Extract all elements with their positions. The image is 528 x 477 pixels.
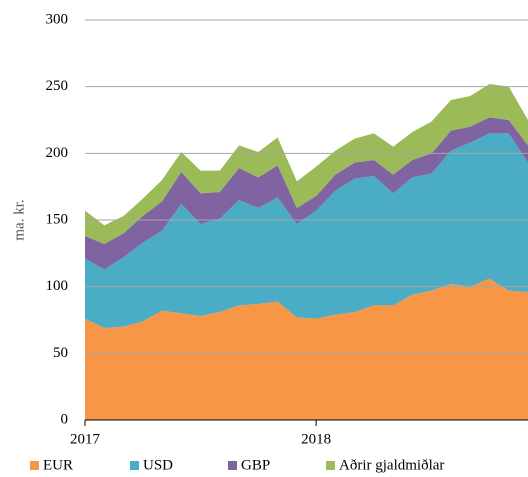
legend-swatch xyxy=(228,461,237,470)
area xyxy=(85,117,528,270)
y-tick-label: 300 xyxy=(46,11,69,27)
area xyxy=(85,133,528,328)
y-tick-label: 100 xyxy=(46,278,69,294)
legend-label: Aðrir gjaldmiðlar xyxy=(339,457,444,473)
legend-swatch xyxy=(326,461,335,470)
legend-label: EUR xyxy=(43,457,73,473)
x-tick-label: 2017 xyxy=(70,431,101,447)
y-tick-label: 50 xyxy=(53,345,68,361)
x-tick-label: 2018 xyxy=(301,431,331,447)
legend-swatch xyxy=(30,461,39,470)
y-tick-label: 150 xyxy=(46,211,69,227)
y-tick-label: 250 xyxy=(46,78,69,94)
legend-label: USD xyxy=(143,457,173,473)
legend-label: GBP xyxy=(241,457,270,473)
y-tick-label: 200 xyxy=(46,145,69,161)
area xyxy=(85,84,528,244)
legend-swatch xyxy=(130,461,139,470)
y-tick-label: 0 xyxy=(61,411,69,427)
area xyxy=(85,278,528,420)
y-axis-label: ma. kr. xyxy=(11,199,27,240)
